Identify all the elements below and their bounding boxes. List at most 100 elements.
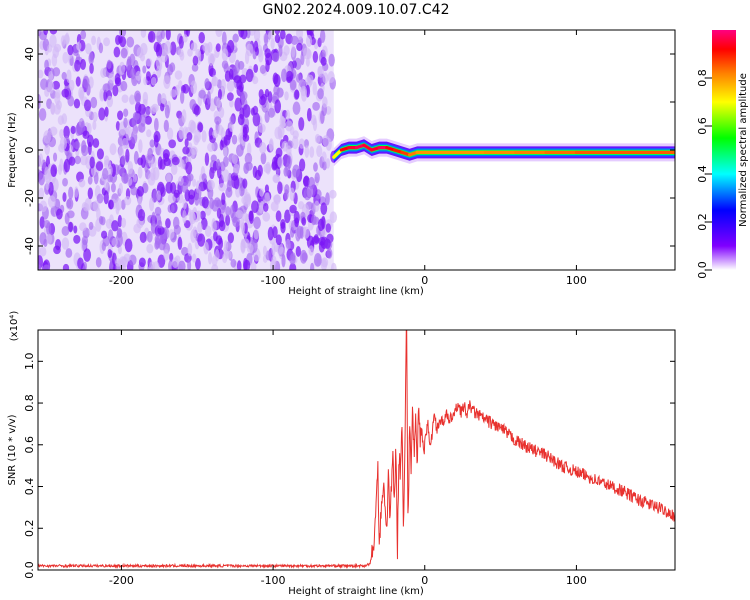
signal-core [332, 148, 343, 159]
noise-blob [281, 68, 287, 83]
noise-blob [317, 65, 325, 78]
noise-blob [87, 141, 92, 156]
noise-blob [233, 163, 240, 174]
noise-blob [262, 202, 269, 212]
noise-blob [212, 220, 217, 233]
noise-blob [314, 172, 320, 184]
noise-blob [245, 68, 254, 83]
noise-blob [44, 87, 50, 98]
noise-blob [153, 130, 161, 143]
noise-blob [68, 186, 74, 200]
noise-blob [294, 89, 300, 100]
noise-blob [244, 152, 253, 165]
noise-blob [155, 30, 161, 36]
noise-blob [53, 103, 61, 115]
noise-blob [252, 50, 257, 60]
noise-blob [314, 200, 320, 212]
snr-xlabel: Height of straight line (km) [288, 586, 424, 597]
noise-blob [95, 257, 102, 268]
noise-blob [326, 248, 333, 259]
noise-blob [170, 204, 175, 213]
noise-blob [83, 99, 92, 112]
noise-blob [38, 187, 45, 200]
noise-blob [61, 88, 70, 98]
noise-blob [98, 107, 106, 121]
noise-blob [284, 209, 291, 224]
noise-blob [164, 41, 172, 54]
noise-blob [219, 139, 224, 151]
noise-blob [62, 177, 68, 187]
noise-blob [178, 35, 184, 49]
noise-blob [149, 197, 155, 212]
noise-blob [142, 91, 149, 104]
noise-blob [57, 164, 63, 176]
noise-blob [195, 258, 201, 270]
noise-blob [285, 109, 291, 121]
noise-blob [253, 40, 259, 53]
noise-blob [157, 254, 166, 268]
noise-blob [82, 130, 90, 139]
noise-blob [130, 186, 138, 196]
noise-blob [173, 224, 181, 235]
noise-blob [169, 89, 177, 98]
noise-blob [137, 209, 146, 222]
noise-blob [198, 32, 205, 44]
noise-blob [127, 56, 132, 67]
noise-blob [49, 34, 57, 48]
noise-blob [56, 208, 63, 220]
noise-blob [75, 76, 81, 87]
noise-blob [59, 136, 67, 150]
noise-blob [145, 71, 151, 82]
noise-blob [50, 102, 56, 115]
noise-blob [236, 144, 244, 157]
x-tick-label: 0 [421, 274, 428, 287]
noise-blob [207, 41, 213, 54]
noise-blob [90, 96, 98, 109]
noise-blob [268, 139, 274, 151]
noise-blob [306, 49, 312, 60]
noise-blob [303, 188, 312, 201]
noise-blob [197, 185, 202, 200]
noise-blob [320, 257, 329, 268]
noise-blob [123, 108, 129, 117]
noise-blob [85, 43, 92, 55]
noise-blob [110, 182, 116, 193]
noise-blob [103, 190, 109, 205]
noise-blob [80, 58, 87, 71]
noise-blob [296, 42, 303, 52]
noise-blob [198, 89, 206, 99]
noise-blob [190, 229, 197, 243]
noise-blob [177, 236, 183, 250]
noise-blob [305, 34, 313, 48]
noise-blob [207, 179, 215, 191]
noise-blob [190, 80, 198, 94]
noise-blob [107, 174, 113, 183]
noise-blob [74, 59, 81, 72]
x-tick-label: -100 [261, 574, 286, 587]
noise-blob [218, 220, 226, 232]
noise-blob [120, 217, 127, 228]
noise-blob [157, 226, 165, 235]
noise-blob [43, 130, 51, 144]
noise-blob [53, 152, 58, 162]
noise-blob [318, 236, 326, 246]
noise-blob [207, 142, 215, 152]
x-tick-label: 0 [421, 574, 428, 587]
noise-blob [151, 103, 159, 113]
noise-blob [194, 129, 201, 143]
noise-blob [125, 126, 133, 141]
noise-blob [274, 126, 282, 140]
noise-blob [168, 229, 175, 239]
noise-blob [115, 201, 120, 215]
noise-blob [236, 79, 243, 90]
snr-panel: -200 -100 0 100 0.0 0.2 0.4 0.6 0.8 1.0 Height of… [7, 311, 676, 597]
noise-blob [127, 161, 134, 175]
x-tick-label: -200 [109, 574, 134, 587]
noise-blob [252, 76, 259, 85]
noise-blob [177, 48, 184, 58]
y-tick-label: 0.6 [23, 436, 36, 454]
noise-blob [156, 190, 161, 201]
noise-blob [271, 242, 276, 257]
colorbar-tick-label: 0.8 [696, 69, 709, 87]
